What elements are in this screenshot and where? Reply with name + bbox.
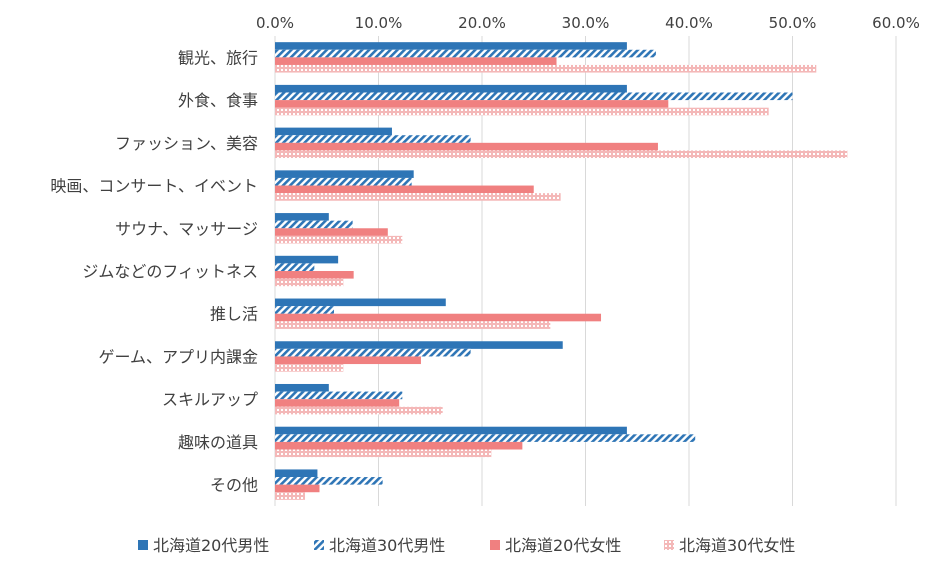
legend-swatch-4: [664, 540, 674, 550]
bar-3-11: [275, 484, 320, 493]
bar-2-1: [275, 49, 656, 58]
legend-label-1: 北海道20代男性: [153, 536, 269, 555]
category-label: 推し活: [210, 305, 258, 324]
x-tick-label: 60.0%: [872, 14, 920, 32]
bar-3-3: [275, 142, 658, 151]
bar-3-6: [275, 271, 354, 279]
bar-3-4: [275, 185, 534, 194]
category-label: 趣味の道具: [178, 433, 258, 452]
bar-3-7: [275, 313, 602, 322]
bar-1-3: [275, 127, 392, 136]
x-tick-label: 20.0%: [458, 14, 506, 32]
bar-1-1: [275, 42, 627, 50]
bar-2-4: [275, 177, 412, 186]
bar-3-10: [275, 441, 523, 450]
bar-4-10: [275, 449, 492, 458]
bar-4-8: [275, 364, 344, 372]
bar-2-6: [275, 263, 315, 271]
bar-3-2: [275, 100, 669, 108]
category-label: 外食、食事: [178, 91, 258, 110]
category-label: スキルアップ: [162, 390, 258, 409]
category-label: サウナ、マッサージ: [115, 219, 258, 238]
category-label: 観光、旅行: [178, 48, 258, 67]
category-label: 映画、コンサート、イベント: [50, 177, 258, 196]
bar-4-2: [275, 107, 769, 116]
bar-4-9: [275, 406, 443, 415]
bar-3-9: [275, 399, 400, 407]
bar-2-10: [275, 434, 696, 442]
legend-swatch-1: [138, 540, 148, 550]
bar-1-4: [275, 170, 414, 178]
bar-1-10: [275, 426, 627, 435]
category-label: ゲーム、アプリ内課金: [98, 347, 258, 366]
category-label: ジムなどのフィットネス: [82, 262, 258, 281]
bar-1-11: [275, 469, 318, 478]
x-axis-tick-labels: 0.0% 10.0% 20.0% 30.0% 40.0% 50.0% 60.0%: [256, 14, 920, 32]
legend-swatch-3: [490, 540, 500, 550]
legend-label-4: 北海道30代女性: [679, 536, 795, 555]
category-label: ファッション、美容: [115, 134, 258, 153]
legend: 北海道20代男性 北海道30代男性 北海道20代女性 北海道30代女性: [138, 536, 795, 555]
bar-1-8: [275, 341, 563, 349]
x-tick-label: 40.0%: [665, 14, 713, 32]
bar-4-11: [275, 492, 306, 500]
x-tick-label: 0.0%: [256, 14, 294, 32]
legend-label-3: 北海道20代女性: [505, 536, 621, 555]
bar-1-6: [275, 255, 339, 264]
bar-1-9: [275, 383, 329, 392]
bar-3-1: [275, 57, 557, 65]
bar-1-7: [275, 298, 446, 307]
bar-1-5: [275, 213, 329, 221]
bar-2-3: [275, 135, 471, 143]
bar-2-5: [275, 220, 353, 229]
bar-4-1: [275, 64, 817, 73]
bar-2-7: [275, 306, 334, 314]
bar-3-8: [275, 356, 421, 365]
category-label: その他: [210, 476, 258, 495]
bar-2-2: [275, 92, 793, 101]
bar-2-9: [275, 391, 403, 400]
x-tick-label: 50.0%: [769, 14, 817, 32]
bar-4-3: [275, 150, 848, 159]
bar-3-5: [275, 228, 388, 236]
x-tick-label: 30.0%: [562, 14, 610, 32]
bar-2-11: [275, 477, 383, 485]
bars: [275, 42, 848, 500]
bar-2-8: [275, 348, 471, 357]
category-labels: 観光、旅行外食、食事ファッション、美容映画、コンサート、イベントサウナ、マッサー…: [50, 48, 258, 494]
legend-swatch-2: [314, 540, 324, 550]
bar-4-4: [275, 193, 561, 201]
bar-4-7: [275, 321, 551, 329]
legend-label-2: 北海道30代男性: [329, 536, 445, 555]
bar-4-6: [275, 278, 344, 287]
bar-1-2: [275, 84, 627, 93]
bar-4-5: [275, 235, 403, 244]
x-tick-label: 10.0%: [355, 14, 403, 32]
